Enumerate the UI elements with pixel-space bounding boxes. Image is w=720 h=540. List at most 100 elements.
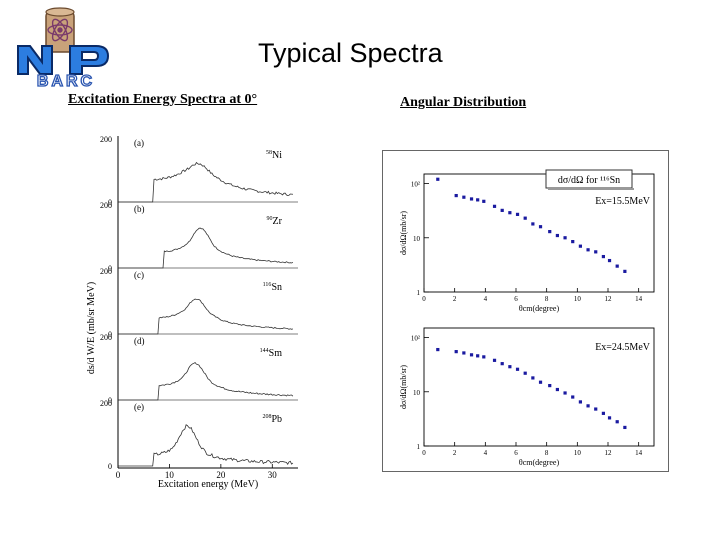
x-tick-label: 6 [514, 295, 518, 303]
data-point [454, 193, 458, 198]
y-tick-label: 200 [100, 135, 112, 144]
data-point [594, 407, 598, 411]
data-point [515, 212, 520, 216]
data-point [563, 236, 567, 240]
x-tick-label: 30 [268, 470, 278, 480]
target-nucleus-label: 58Ni [266, 150, 282, 161]
data-point [578, 244, 582, 248]
data-point [615, 420, 619, 424]
data-point [500, 208, 504, 212]
y-tick-label: 1 [417, 443, 421, 451]
x-tick-label: 0 [422, 449, 426, 457]
target-nucleus-label: 90Zr [267, 216, 283, 227]
y-tick-label: 0 [108, 396, 112, 405]
data-point [476, 354, 480, 358]
data-point [482, 355, 486, 359]
logo-text: BARC [37, 73, 95, 88]
spectrum-line [118, 298, 294, 335]
data-point [462, 195, 466, 199]
plot-frame [423, 327, 655, 447]
y-tick-label: 10² [411, 335, 420, 343]
data-point [469, 353, 474, 357]
plot-frame [423, 173, 655, 293]
energy-annotation: Ex=24.5MeV [595, 342, 651, 353]
y-tick-label: 10² [411, 181, 420, 189]
data-point [578, 400, 582, 404]
data-point [500, 362, 504, 366]
x-tick-label: 2 [453, 449, 457, 457]
x-axis-label: θcm(degree) [519, 304, 560, 313]
letter-p-shape [69, 45, 110, 75]
data-point [555, 233, 559, 238]
y-tick-label: 10 [413, 235, 421, 243]
panel-label: (e) [134, 402, 144, 412]
y-axis-label: dσ/dΩ(mb/sr) [399, 365, 408, 409]
energy-annotation: Ex=15.5MeV [595, 196, 651, 207]
data-point [607, 416, 612, 420]
data-point [586, 404, 590, 408]
data-point [508, 211, 512, 215]
y-tick-label: 0 [108, 264, 112, 273]
atom-icon [47, 18, 73, 42]
data-point [594, 250, 598, 254]
data-point [607, 258, 612, 263]
data-point [601, 254, 605, 259]
data-point [623, 425, 627, 430]
data-point [623, 269, 627, 273]
data-point [538, 380, 543, 384]
y-tick-label: 200 [100, 201, 112, 210]
spectrum-line [118, 161, 293, 203]
x-axis-label: Excitation energy (MeV) [158, 479, 258, 490]
x-tick-label: 14 [635, 295, 643, 303]
data-point [469, 197, 474, 201]
letter-n-shape [17, 45, 53, 75]
x-axis-label: θcm(degree) [519, 458, 560, 467]
spectrum-line [118, 424, 294, 467]
data-point [523, 371, 527, 375]
data-point [515, 367, 520, 371]
x-tick-label: 2 [453, 295, 457, 303]
slide-title: Typical Spectra [258, 38, 443, 68]
right-heading: Angular Distribution [400, 95, 527, 110]
x-tick-label: 4 [484, 449, 488, 457]
data-point [563, 391, 567, 395]
x-tick-label: 20 [216, 470, 226, 480]
data-point [492, 358, 497, 362]
data-point [538, 225, 543, 229]
x-tick-label: 8 [545, 449, 549, 457]
y-tick-label: 0 [108, 462, 112, 471]
data-point [548, 383, 552, 388]
data-point [571, 240, 575, 244]
data-point [482, 199, 486, 203]
x-tick-label: 14 [635, 449, 643, 457]
panel-label: (d) [134, 336, 145, 346]
y-tick-label: 0 [108, 198, 112, 207]
data-point [571, 395, 575, 399]
x-tick-label: 10 [165, 470, 175, 480]
x-tick-label: 12 [605, 449, 613, 457]
panel-label: (a) [134, 138, 144, 148]
target-nucleus-label: 144Sm [260, 348, 283, 359]
panel-label: (b) [134, 204, 145, 214]
data-point [436, 177, 440, 181]
y-tick-label: 0 [108, 330, 112, 339]
y-tick-label: 200 [100, 267, 112, 276]
npd-barc-logo: BARC [17, 7, 110, 88]
target-nucleus-label: 208Pb [262, 414, 282, 425]
x-tick-label: 12 [605, 295, 613, 303]
panel-label: (c) [134, 270, 144, 280]
data-point [476, 198, 480, 202]
legend-title: dσ/dΩ for ¹¹⁶Sn [558, 175, 620, 186]
data-point [555, 387, 559, 392]
x-tick-label: 10 [574, 295, 582, 303]
data-point [508, 365, 512, 369]
target-nucleus-label: 116Sn [263, 282, 282, 293]
x-tick-label: 6 [514, 449, 518, 457]
excitation-spectra-chart: 2000(a)58Ni2000(b)90Zr2000(c)116Sn2000(d… [80, 128, 300, 490]
data-point [586, 248, 590, 252]
angular-distribution-chart: 10² 10 10 2 4 6 8 10 12 14 Ex=15.5MeV θcm(degree) dσ… [382, 150, 669, 472]
data-point [523, 216, 527, 220]
left-heading: Excitation Energy Spectra at 0° [68, 92, 258, 107]
data-point [492, 204, 497, 208]
data-point [436, 347, 440, 352]
